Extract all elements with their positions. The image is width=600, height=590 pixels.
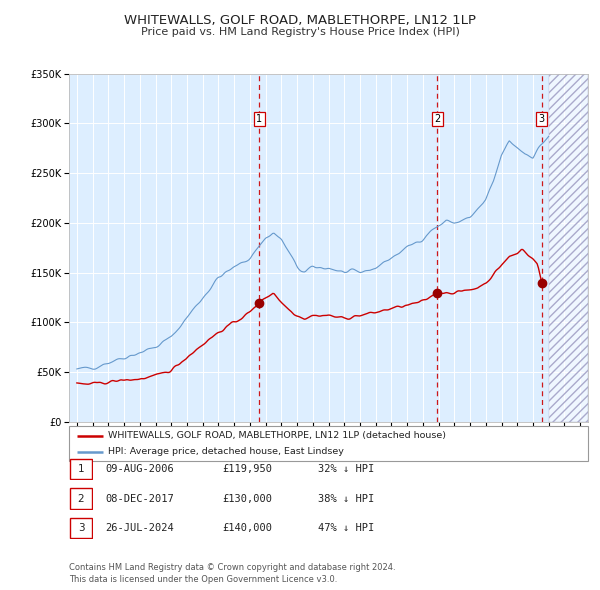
Bar xyxy=(548,74,588,422)
Text: 2: 2 xyxy=(77,494,85,503)
FancyBboxPatch shape xyxy=(69,426,588,461)
Text: 08-DEC-2017: 08-DEC-2017 xyxy=(105,494,174,503)
Bar xyxy=(548,74,588,422)
Text: 32% ↓ HPI: 32% ↓ HPI xyxy=(318,464,374,474)
Text: 38% ↓ HPI: 38% ↓ HPI xyxy=(318,494,374,503)
Text: 3: 3 xyxy=(77,523,85,533)
FancyBboxPatch shape xyxy=(70,459,92,479)
Text: WHITEWALLS, GOLF ROAD, MABLETHORPE, LN12 1LP (detached house): WHITEWALLS, GOLF ROAD, MABLETHORPE, LN12… xyxy=(108,431,446,440)
Text: 26-JUL-2024: 26-JUL-2024 xyxy=(105,523,174,533)
FancyBboxPatch shape xyxy=(70,489,92,509)
Text: HPI: Average price, detached house, East Lindsey: HPI: Average price, detached house, East… xyxy=(108,447,344,456)
Text: 2: 2 xyxy=(434,114,440,124)
Text: £119,950: £119,950 xyxy=(222,464,272,474)
Text: WHITEWALLS, GOLF ROAD, MABLETHORPE, LN12 1LP: WHITEWALLS, GOLF ROAD, MABLETHORPE, LN12… xyxy=(124,14,476,27)
Text: 1: 1 xyxy=(77,464,85,474)
Text: £130,000: £130,000 xyxy=(222,494,272,503)
Text: 47% ↓ HPI: 47% ↓ HPI xyxy=(318,523,374,533)
FancyBboxPatch shape xyxy=(70,518,92,538)
Text: 09-AUG-2006: 09-AUG-2006 xyxy=(105,464,174,474)
Text: 3: 3 xyxy=(539,114,545,124)
Text: Contains HM Land Registry data © Crown copyright and database right 2024.
This d: Contains HM Land Registry data © Crown c… xyxy=(69,563,395,584)
Text: £140,000: £140,000 xyxy=(222,523,272,533)
Text: 1: 1 xyxy=(256,114,262,124)
Text: Price paid vs. HM Land Registry's House Price Index (HPI): Price paid vs. HM Land Registry's House … xyxy=(140,28,460,37)
